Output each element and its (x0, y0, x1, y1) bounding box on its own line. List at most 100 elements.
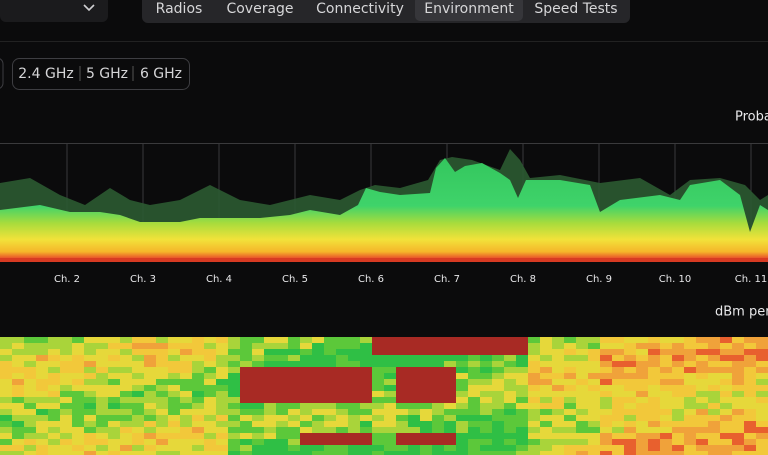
waterfall-cell (528, 439, 540, 445)
button[interactable] (0, 58, 4, 89)
waterfall-cell (156, 343, 168, 349)
waterfall-cell (396, 415, 408, 421)
waterfall-cell (252, 337, 264, 343)
waterfall-cell (372, 439, 384, 445)
waterfall-cell (324, 451, 336, 455)
band-option[interactable]: 6 GHz (140, 66, 182, 82)
waterfall-cell (288, 355, 300, 361)
waterfall-cell (708, 451, 720, 455)
tab[interactable]: Environment (424, 1, 514, 17)
waterfall-cell (120, 379, 132, 385)
waterfall-cell (588, 349, 600, 355)
waterfall-cell (60, 379, 72, 385)
waterfall-cell (576, 385, 588, 391)
waterfall-cell (36, 439, 48, 445)
waterfall-cell (600, 427, 612, 433)
waterfall-cell (168, 397, 180, 403)
waterfall-cell (732, 385, 744, 391)
waterfall-cell (480, 397, 492, 403)
waterfall-cell (24, 433, 36, 439)
waterfall-cell (588, 427, 600, 433)
waterfall-cell (468, 421, 480, 427)
waterfall-cell (612, 427, 624, 433)
waterfall-cell (108, 361, 120, 367)
waterfall-cell (600, 415, 612, 421)
waterfall-cell (552, 445, 564, 451)
waterfall-cell (624, 355, 636, 361)
waterfall-cell (132, 337, 144, 343)
waterfall-cell (624, 373, 636, 379)
waterfall-cell (156, 397, 168, 403)
waterfall-cell (312, 343, 324, 349)
waterfall-cell (732, 421, 744, 427)
waterfall-cell (288, 385, 300, 391)
waterfall-cell (396, 343, 408, 349)
waterfall-cell (60, 409, 72, 415)
waterfall-cell (96, 349, 108, 355)
waterfall-cell (276, 403, 288, 409)
waterfall-cell (276, 349, 288, 355)
waterfall-cell (528, 349, 540, 355)
waterfall-cell (288, 421, 300, 427)
waterfall-cell (288, 415, 300, 421)
waterfall-cell (696, 445, 708, 451)
waterfall-cell (12, 367, 24, 373)
band-option[interactable]: 2.4 GHz (18, 66, 73, 82)
waterfall-cell (420, 355, 432, 361)
waterfall-cell (468, 391, 480, 397)
waterfall-cell (444, 427, 456, 433)
waterfall-cell (588, 409, 600, 415)
waterfall-cell (720, 349, 732, 355)
waterfall-cell (480, 451, 492, 455)
waterfall-cell (600, 451, 612, 455)
waterfall-cell (492, 385, 504, 391)
band-option[interactable]: 5 GHz (86, 66, 128, 82)
waterfall-cell (600, 421, 612, 427)
waterfall-cell (324, 391, 336, 397)
waterfall-cell (0, 445, 12, 451)
waterfall-cell (336, 373, 348, 379)
waterfall-cell (600, 379, 612, 385)
waterfall-cell (756, 385, 768, 391)
dropdown[interactable] (0, 0, 108, 22)
waterfall-cell (504, 409, 516, 415)
waterfall-cell (540, 391, 552, 397)
waterfall-cell (672, 415, 684, 421)
waterfall-cell (732, 409, 744, 415)
waterfall-cell (396, 427, 408, 433)
tab[interactable]: Connectivity (316, 1, 404, 17)
waterfall-cell (108, 439, 120, 445)
waterfall-cell (312, 397, 324, 403)
waterfall-cell (696, 409, 708, 415)
waterfall-cell (408, 349, 420, 355)
waterfall-cell (588, 451, 600, 455)
waterfall-cell (36, 445, 48, 451)
waterfall-cell (348, 391, 360, 397)
tab[interactable]: Speed Tests (534, 1, 617, 17)
waterfall-cell (396, 337, 408, 343)
waterfall-cell (336, 361, 348, 367)
waterfall-cell (420, 379, 432, 385)
waterfall-cell (240, 427, 252, 433)
waterfall-cell (456, 391, 468, 397)
tab[interactable]: Radios (156, 1, 203, 17)
waterfall-cell (504, 337, 516, 343)
waterfall-cell (360, 379, 372, 385)
waterfall-cell (588, 361, 600, 367)
waterfall-cell (516, 373, 528, 379)
tab[interactable]: Coverage (226, 1, 293, 17)
waterfall-cell (732, 379, 744, 385)
waterfall-cell (504, 373, 516, 379)
waterfall-cell (600, 445, 612, 451)
waterfall-cell (492, 337, 504, 343)
waterfall-cell (336, 337, 348, 343)
waterfall-cell (432, 439, 444, 445)
waterfall-cell (492, 379, 504, 385)
waterfall-cell (300, 451, 312, 455)
waterfall-cell (612, 355, 624, 361)
waterfall-cell (36, 427, 48, 433)
waterfall-cell (708, 421, 720, 427)
waterfall-cell (180, 415, 192, 421)
waterfall-cell (264, 337, 276, 343)
waterfall-cell (156, 439, 168, 445)
